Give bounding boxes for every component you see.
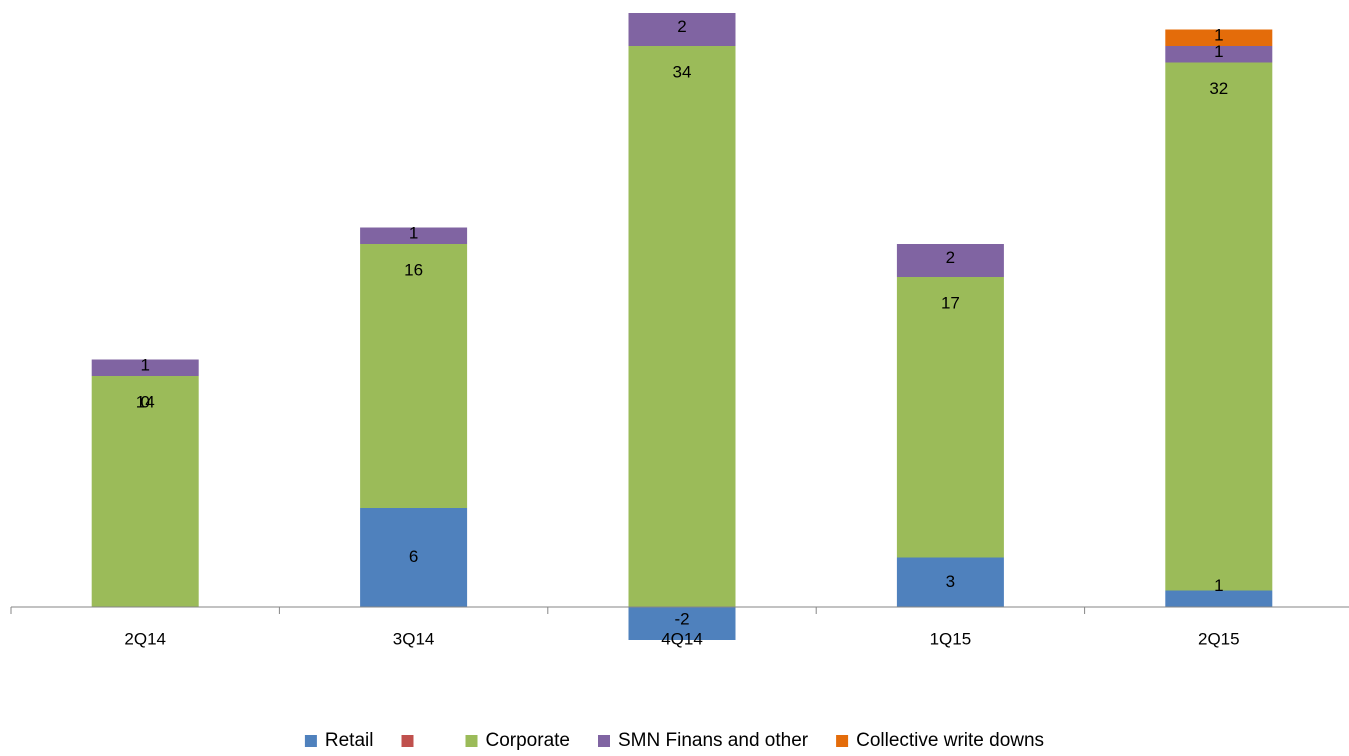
x-tick-label-4q14: 4Q14 (661, 629, 703, 648)
legend-swatch-2 (465, 735, 478, 747)
bar-segment-1q15-series-3 (896, 244, 1004, 277)
data-label-2q15-series-2: 32 (1209, 79, 1228, 98)
legend-label-2: Corporate (486, 730, 571, 751)
data-label-3q14-series-2: 16 (404, 260, 423, 279)
bar-segment-4q14-series-0 (628, 607, 736, 640)
bar-segment-3q14-series-0 (360, 508, 468, 607)
legend-item-3: SMN Finans and other (598, 730, 809, 751)
legend-swatch-0 (304, 735, 317, 747)
data-label-1q15-series-3: 2 (946, 248, 955, 267)
data-label-2q15-series-0: 1 (1214, 576, 1223, 595)
data-label-4q14-series-2: 34 (673, 62, 692, 81)
bar-segment-2q15-series-0 (1165, 590, 1273, 607)
data-label-2q14-series-2: 14 (136, 392, 155, 411)
bar-segment-2q14-series-2 (91, 376, 199, 607)
x-tick-label-1q15: 1Q15 (930, 629, 972, 648)
legend-item-4: Collective write downs (836, 730, 1044, 751)
legend-label-0: Retail (325, 730, 374, 751)
x-axis: 2Q14 3Q14 4Q14 1Q15 2Q15 (10, 606, 1349, 648)
legend-swatch-3 (598, 735, 610, 747)
legend-swatch-1 (401, 735, 414, 747)
x-tick-label-2q15: 2Q15 (1198, 629, 1240, 648)
legend-item-2: Corporate (465, 730, 571, 751)
legend-label-4: Collective write downs (856, 730, 1044, 751)
x-tick-label-2q14: 2Q14 (124, 629, 166, 648)
bar-segment-2q15-series-2 (1165, 62, 1273, 591)
x-tick-label-3q14: 3Q14 (393, 629, 435, 648)
data-label-2q14-series-2: 0 (140, 392, 149, 411)
bars-layer (91, 13, 1273, 640)
bar-segment-1q15-series-2 (896, 277, 1004, 558)
bar-segment-3q14-series-2 (360, 244, 468, 508)
legend: Retail Corporate SMN Finans and other Colle… (304, 730, 1044, 751)
legend-item-1 (401, 735, 414, 747)
legend-swatch-4 (836, 735, 849, 747)
data-label-3q14-series-3: 1 (409, 223, 418, 242)
legend-item-0: Retail (304, 730, 374, 751)
data-label-1q15-series-0: 3 (946, 572, 955, 591)
bar-segment-1q15-series-0 (896, 557, 1004, 607)
bar-segment-3q14-series-3 (360, 227, 468, 244)
data-label-2q14-series-3: 1 (140, 355, 149, 374)
bar-segment-4q14-series-3 (628, 13, 736, 46)
bar-segment-2q15-series-3 (1165, 46, 1273, 63)
data-label-3q14-series-0: 6 (409, 547, 418, 566)
data-label-2q15-series-3: 1 (1214, 42, 1223, 61)
data-label-2q15-series-4: 1 (1214, 25, 1223, 44)
legend-label-3: SMN Finans and other (618, 730, 809, 751)
bar-segment-2q15-series-4 (1165, 29, 1273, 46)
data-label-4q14-series-3: 2 (677, 17, 686, 36)
data-label-1q15-series-2: 17 (941, 293, 960, 312)
bar-segment-2q14-series-3 (91, 359, 199, 376)
data-label-4q14-series-0: -2 (674, 609, 689, 628)
bar-segment-4q14-series-2 (628, 46, 736, 607)
